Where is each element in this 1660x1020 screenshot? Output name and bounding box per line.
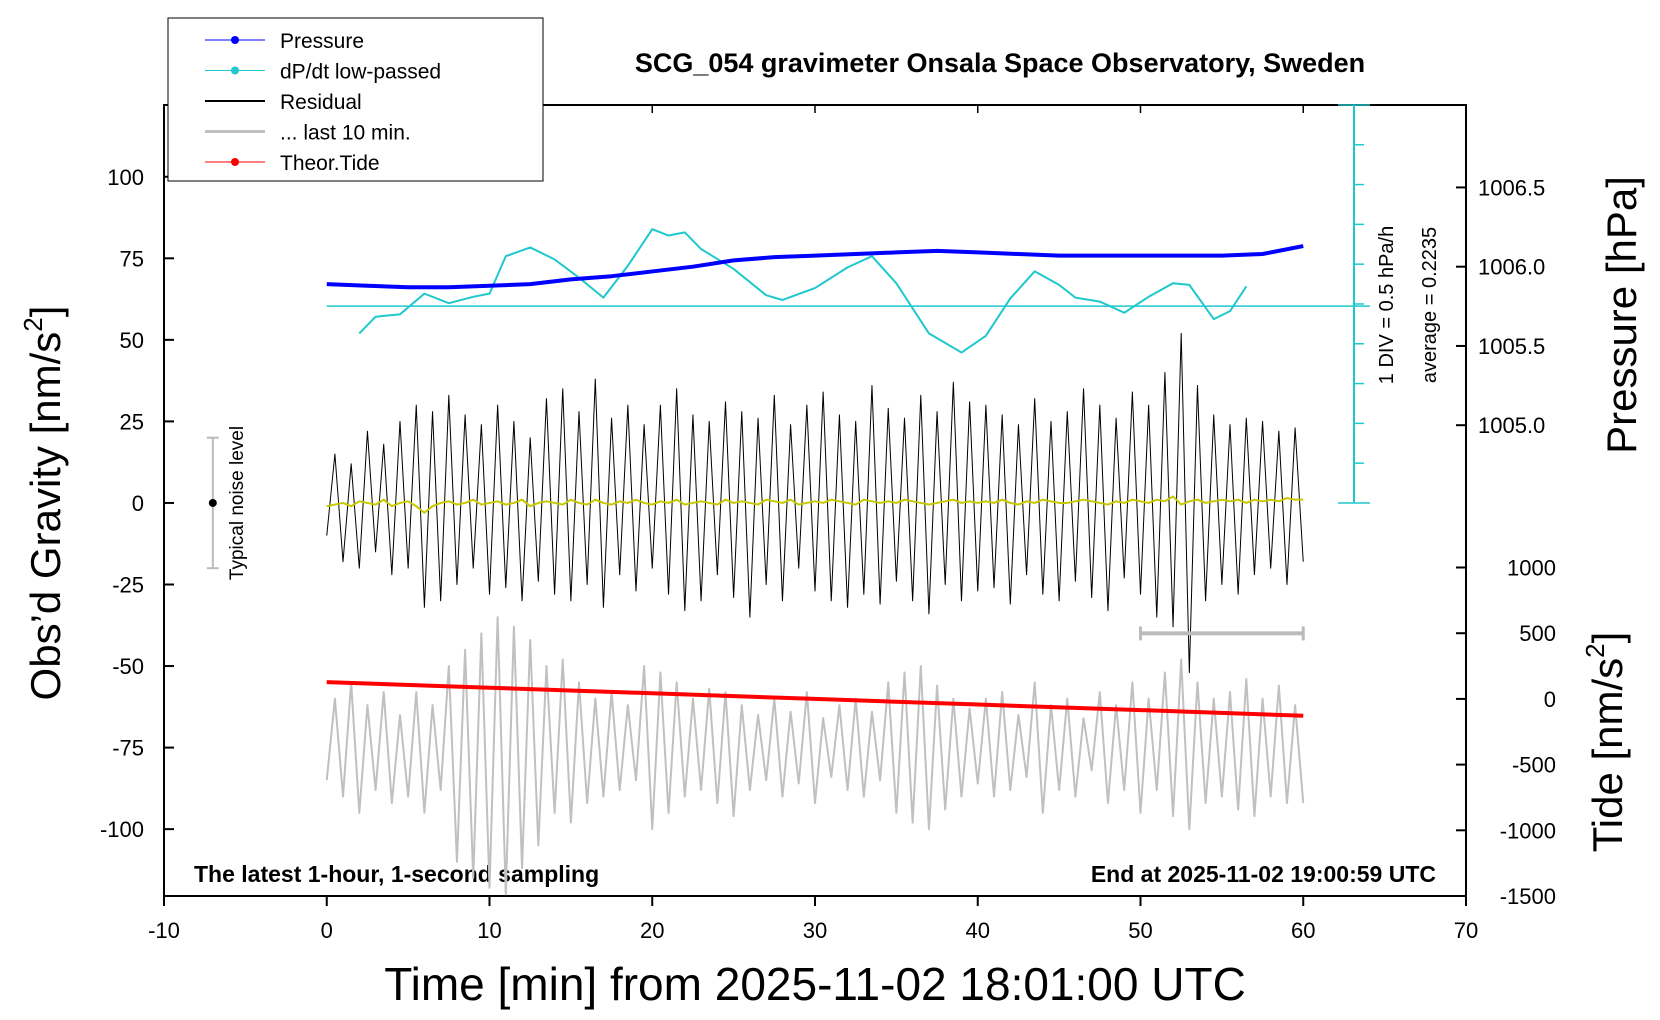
legend-label: dP/dt low-passed: [280, 61, 441, 84]
dpdt-average-label: average = 0.2235: [1419, 227, 1441, 383]
legend-label: Pressure: [280, 30, 364, 53]
pressure-tick-label: 1006.5: [1478, 175, 1545, 200]
series-line: [326, 495, 1304, 514]
legend-marker: [231, 158, 239, 166]
legend-marker: [231, 66, 239, 75]
legend-label: Residual: [280, 91, 362, 114]
pressure-axis-label: Pressure [hPa]: [1598, 176, 1645, 454]
legend: Pressure dP/dt low-passed Residual ... last…: [167, 17, 544, 182]
x-axis-label: Time [min] from 2025-11-02 18:01:00 UTC: [384, 958, 1246, 1010]
x-tick-label: 40: [966, 918, 990, 943]
x-tick-label: 50: [1128, 918, 1152, 943]
x-tick-label: 20: [640, 918, 664, 943]
annotation-right: End at 2025-11-02 19:00:59 UTC: [1091, 861, 1436, 887]
x-tick-label: 30: [803, 918, 827, 943]
plot-area: -10 0 10 20 30 40 50 60 70-100-75-50-25025507510…: [100, 104, 1556, 943]
y-tick-label: -75: [112, 736, 144, 761]
y-tick-label: -100: [100, 817, 144, 842]
y-axis-label-sup: 2: [18, 317, 48, 331]
y-axis-label-text: Obs’d Gravity [nm/s: [22, 332, 69, 701]
tide-tick-label: 500: [1519, 621, 1556, 646]
tide-tick-label: -1000: [1500, 818, 1556, 843]
x-tick-label: 10: [477, 918, 501, 943]
tide-tick-label: 1000: [1507, 556, 1556, 581]
tide-tick-label: -1500: [1500, 884, 1556, 909]
legend-label: ... last 10 min.: [280, 122, 411, 145]
y-axis-label: Obs’d Gravity [nm/s2]: [18, 306, 69, 701]
legend-marker: [231, 36, 239, 44]
series-line: [326, 332, 1304, 674]
tide-tick-label: -500: [1512, 753, 1556, 778]
y-tick-label: -25: [112, 572, 144, 597]
y-tick-label: 75: [120, 246, 144, 271]
series-line: [326, 244, 1304, 290]
pressure-tick-label: 1005.0: [1478, 413, 1545, 438]
dpdt-div-label: 1 DIV = 0.5 hPa/h: [1376, 226, 1398, 384]
noise-bar-center: [208, 498, 217, 507]
pressure-tick-label: 1005.5: [1478, 334, 1545, 359]
legend-box: [167, 17, 544, 182]
tide-tick-label: 0: [1544, 687, 1556, 712]
series-line: [325, 616, 1305, 896]
x-tick-label: 60: [1291, 918, 1315, 943]
y-tick-label: 25: [120, 409, 144, 434]
annotation-left: The latest 1-hour, 1-second sampling: [194, 861, 599, 887]
y-tick-label: 0: [132, 491, 144, 516]
chart-title: SCG_054 gravimeter Onsala Space Observat…: [635, 48, 1365, 78]
series-line: [326, 680, 1304, 718]
tide-axis-label-text: Tide [nm/s: [1584, 658, 1631, 853]
x-tick-label: 0: [321, 918, 333, 943]
pressure-tick-label: 1006.0: [1478, 255, 1545, 280]
tide-axis-label: Tide [nm/s2]: [1580, 632, 1631, 853]
tide-axis-label-end: ]: [1584, 632, 1631, 644]
noise-label: Typical noise level: [227, 426, 248, 580]
y-tick-label: 100: [107, 165, 144, 190]
legend-label: Theor.Tide: [280, 152, 380, 175]
y-axis-label-end: ]: [22, 306, 69, 318]
tide-axis-label-sup: 2: [1580, 643, 1610, 657]
series-line: [358, 228, 1248, 354]
x-tick-label: 70: [1454, 918, 1478, 943]
y-tick-label: -50: [112, 654, 144, 679]
y-tick-label: 50: [120, 328, 144, 353]
x-tick-label: -10: [148, 918, 180, 943]
